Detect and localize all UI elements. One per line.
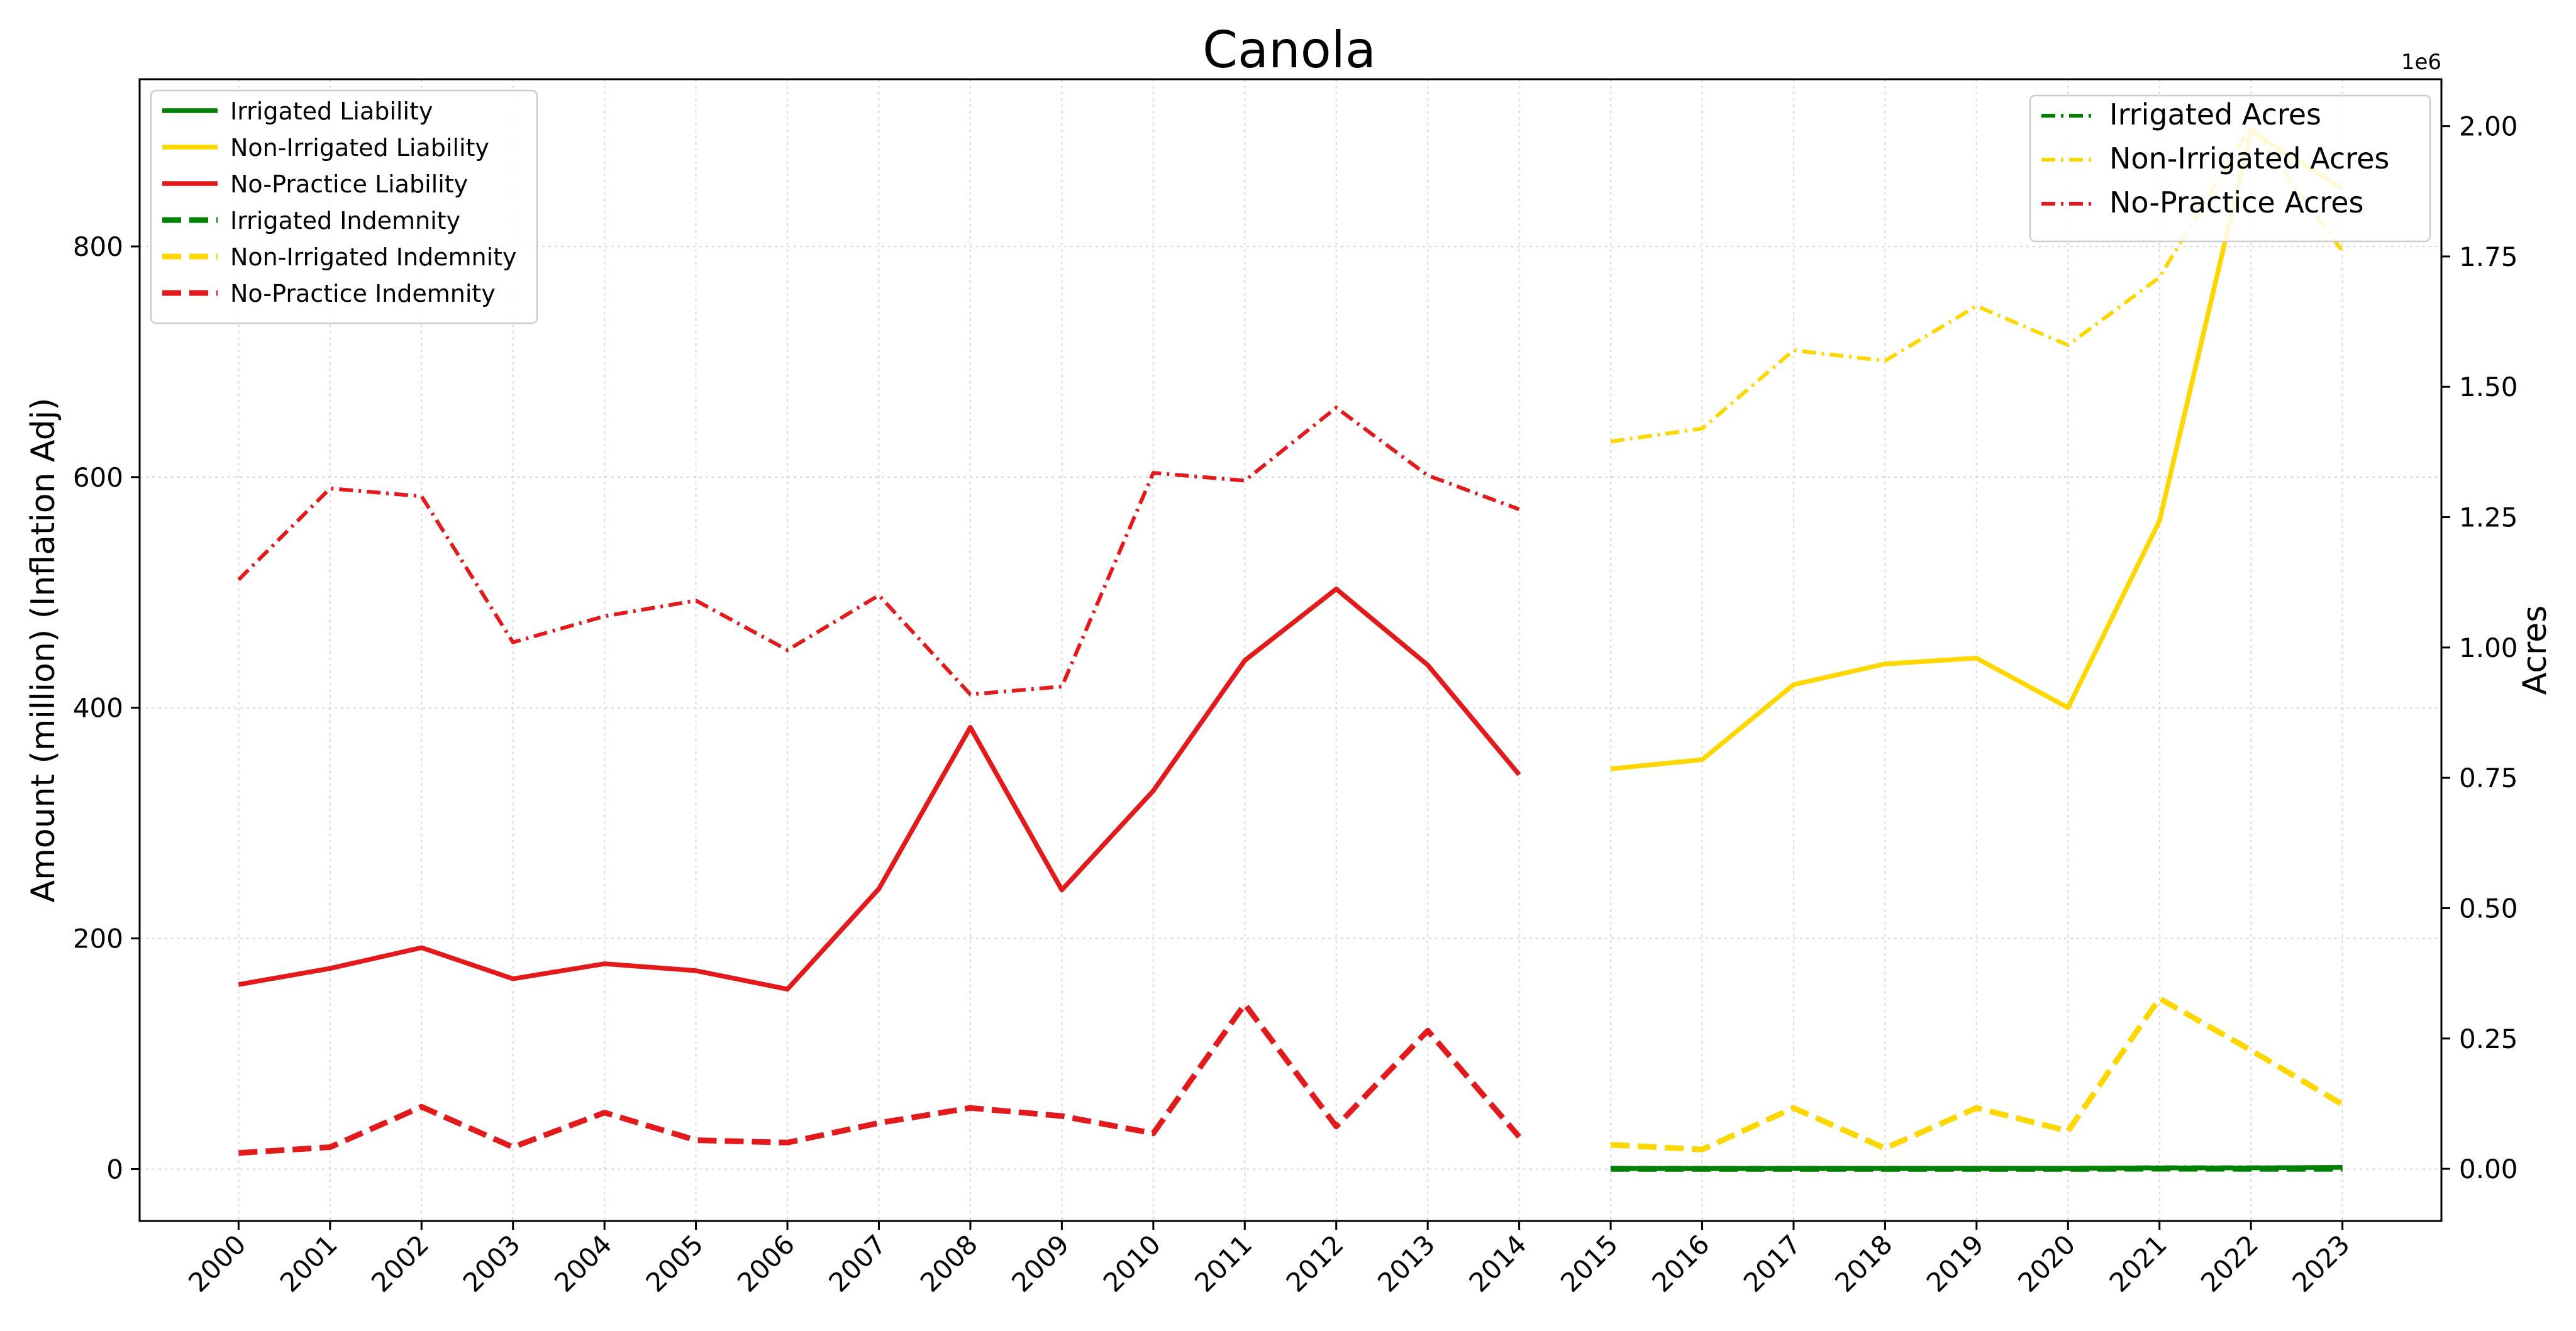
y2-tick-label: 1.75 xyxy=(2459,241,2518,272)
y2-tick-label: 0.75 xyxy=(2459,763,2518,793)
y2-axis-offset: 1e6 xyxy=(2401,50,2441,75)
plot-series xyxy=(237,124,2345,1172)
series-line-no-practice-liability xyxy=(238,587,1521,992)
y-tick-label: 800 xyxy=(73,231,123,262)
y-tick-label: 600 xyxy=(73,462,123,493)
legend-left-box xyxy=(150,89,538,324)
y-tick-label: 200 xyxy=(73,924,123,954)
series-line-no-practice-indemnity xyxy=(238,1001,1522,1156)
legend-label: Irrigated Liability xyxy=(230,97,433,125)
y2-tick-label: 0.25 xyxy=(2459,1024,2518,1054)
y-tick-label: 0 xyxy=(106,1154,123,1185)
series-line-non-irrigated-acres xyxy=(1610,124,2345,444)
y2-tick-label: 1.00 xyxy=(2459,632,2518,663)
series-line-no-practice-acres xyxy=(237,406,1520,697)
legend-label: Non-Irrigated Liability xyxy=(230,134,489,162)
chart-title: Canola xyxy=(1202,21,1376,79)
y-axis-label: Amount (million) (Inflation Adj) xyxy=(25,398,62,903)
y2-tick-label: 0.50 xyxy=(2459,893,2518,924)
legend-label: No-Practice Indemnity xyxy=(230,280,496,307)
y2-tick-label: 2.00 xyxy=(2459,111,2518,142)
legend-right: Irrigated Acres Non-Irrigated Acres No-Pra… xyxy=(2029,94,2431,243)
legend-left: Irrigated Liability Non-Irrigated Liabili… xyxy=(150,89,538,324)
series-line-non-irrigated-liability xyxy=(1610,128,2344,771)
legend-label: No-Practice Acres xyxy=(2109,185,2363,219)
y-axis-left: 0 200 400 600 800 xyxy=(73,231,140,1185)
y2-axis-label: Acres xyxy=(2516,605,2554,695)
plot-frame xyxy=(138,78,2443,1222)
legend-label: No-Practice Liability xyxy=(230,170,468,198)
y2-tick-label: 1.25 xyxy=(2459,502,2518,533)
legend-right-box xyxy=(2029,94,2431,243)
legend-label: Non-Irrigated Acres xyxy=(2109,141,2389,175)
series-line-non-irrigated-indemnity xyxy=(1610,995,2344,1152)
legend-label: Irrigated Acres xyxy=(2109,97,2321,131)
legend-label: Irrigated Indemnity xyxy=(230,207,460,235)
y2-tick-label: 1.50 xyxy=(2459,372,2518,402)
y-tick-label: 400 xyxy=(73,693,123,724)
legend-label: Non-Irrigated Indemnity xyxy=(230,243,517,271)
y2-tick-label: 0.00 xyxy=(2459,1154,2518,1185)
y-axis-right: 0.00 0.25 0.50 0.75 1.00 1.25 1.50 1.75 2.00 xyxy=(2441,111,2518,1185)
